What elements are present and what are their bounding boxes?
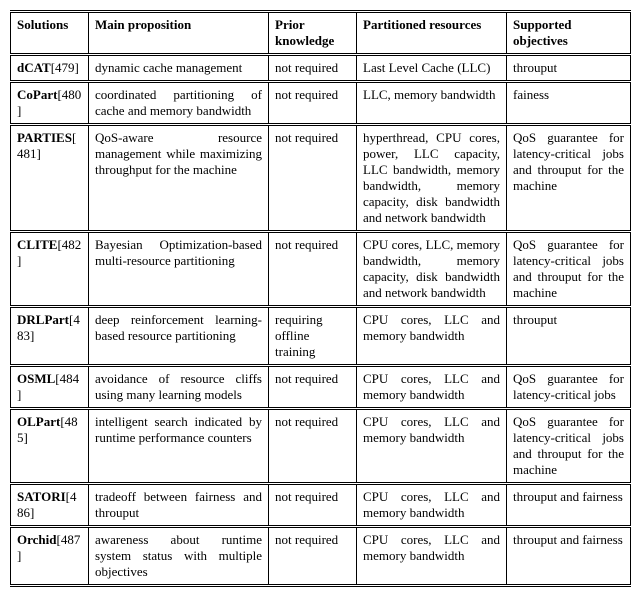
solution-name: CoPart bbox=[17, 87, 57, 102]
cell-obj: QoS guarantee for latency-critical jobs … bbox=[507, 125, 631, 232]
table-row: CLITE[482]Bayesian Optimization-based mu… bbox=[11, 232, 631, 307]
solution-name: OLPart bbox=[17, 414, 60, 429]
cell-main: deep reinforcement learning-based resour… bbox=[89, 307, 269, 366]
cell-prior: not required bbox=[269, 409, 357, 484]
cell-solution: PARTIES[481] bbox=[11, 125, 89, 232]
cell-part: CPU cores, LLC and memory bandwidth bbox=[357, 527, 507, 586]
cell-solution: OLPart[485] bbox=[11, 409, 89, 484]
cell-prior: not required bbox=[269, 82, 357, 125]
cell-obj: fainess bbox=[507, 82, 631, 125]
cell-solution: SATORI[486] bbox=[11, 484, 89, 527]
cell-prior: requiring offline training bbox=[269, 307, 357, 366]
cell-main: dynamic cache management bbox=[89, 55, 269, 82]
solution-name: SATORI bbox=[17, 489, 66, 504]
cell-main: tradeoff between fairness and throuput bbox=[89, 484, 269, 527]
col-header-prior: Prior knowledge bbox=[269, 12, 357, 55]
cell-part: CPU cores, LLC and memory bandwidth bbox=[357, 366, 507, 409]
table-row: OSML[484]avoidance of resource cliffs us… bbox=[11, 366, 631, 409]
cell-obj: QoS guarantee for latency-critical jobs … bbox=[507, 232, 631, 307]
col-header-main: Main proposition bbox=[89, 12, 269, 55]
table-row: CoPart[480]coordinated partitioning of c… bbox=[11, 82, 631, 125]
table-row: dCAT[479]dynamic cache managementnot req… bbox=[11, 55, 631, 82]
cell-main: QoS-aware resource management while maxi… bbox=[89, 125, 269, 232]
cell-obj: throuput bbox=[507, 55, 631, 82]
cell-prior: not required bbox=[269, 55, 357, 82]
cell-solution: dCAT[479] bbox=[11, 55, 89, 82]
cell-solution: CLITE[482] bbox=[11, 232, 89, 307]
table-row: PARTIES[481]QoS-aware resource managemen… bbox=[11, 125, 631, 232]
cell-main: Bayesian Optimization-based multi-resour… bbox=[89, 232, 269, 307]
cell-solution: DRLPart[483] bbox=[11, 307, 89, 366]
col-header-obj: Supported objectives bbox=[507, 12, 631, 55]
cell-main: awareness about runtime system status wi… bbox=[89, 527, 269, 586]
cell-obj: throuput and fairness bbox=[507, 527, 631, 586]
solution-name: dCAT bbox=[17, 60, 51, 75]
cell-obj: QoS guarantee for latency-critical jobs bbox=[507, 366, 631, 409]
solution-name: OSML bbox=[17, 371, 55, 386]
table-row: OLPart[485]intelligent search indicated … bbox=[11, 409, 631, 484]
cell-part: CPU cores, LLC and memory bandwidth bbox=[357, 484, 507, 527]
solution-name: Orchid bbox=[17, 532, 57, 547]
table-row: SATORI[486]tradeoff between fairness and… bbox=[11, 484, 631, 527]
cell-part: CPU cores, LLC and memory bandwidth bbox=[357, 409, 507, 484]
cell-main: intelligent search indicated by runtime … bbox=[89, 409, 269, 484]
cell-solution: OSML[484] bbox=[11, 366, 89, 409]
solution-name: DRLPart bbox=[17, 312, 69, 327]
header-row: Solutions Main proposition Prior knowled… bbox=[11, 12, 631, 55]
solution-name: PARTIES bbox=[17, 130, 72, 145]
cell-prior: not required bbox=[269, 527, 357, 586]
cell-part: CPU cores, LLC, memory bandwidth, memory… bbox=[357, 232, 507, 307]
cell-obj: throuput bbox=[507, 307, 631, 366]
col-header-solutions: Solutions bbox=[11, 12, 89, 55]
cell-prior: not required bbox=[269, 484, 357, 527]
cell-part: Last Level Cache (LLC) bbox=[357, 55, 507, 82]
table-row: Orchid[487]awareness about runtime syste… bbox=[11, 527, 631, 586]
cell-prior: not required bbox=[269, 125, 357, 232]
cell-solution: Orchid[487] bbox=[11, 527, 89, 586]
solution-name: CLITE bbox=[17, 237, 57, 252]
cell-prior: not required bbox=[269, 232, 357, 307]
table-body: dCAT[479]dynamic cache managementnot req… bbox=[11, 55, 631, 586]
cell-main: coordinated partitioning of cache and me… bbox=[89, 82, 269, 125]
col-header-part: Partitioned resources bbox=[357, 12, 507, 55]
cell-part: CPU cores, LLC and memory bandwidth bbox=[357, 307, 507, 366]
cell-part: hyperthread, CPU cores, power, LLC capac… bbox=[357, 125, 507, 232]
cell-main: avoidance of resource cliffs using many … bbox=[89, 366, 269, 409]
table-row: DRLPart[483]deep reinforcement learning-… bbox=[11, 307, 631, 366]
cell-obj: throuput and fairness bbox=[507, 484, 631, 527]
comparison-table: Solutions Main proposition Prior knowled… bbox=[10, 10, 631, 587]
cell-prior: not required bbox=[269, 366, 357, 409]
cell-obj: QoS guarantee for latency-critical jobs … bbox=[507, 409, 631, 484]
cell-part: LLC, memory bandwidth bbox=[357, 82, 507, 125]
solution-citation: [479] bbox=[51, 60, 79, 75]
cell-solution: CoPart[480] bbox=[11, 82, 89, 125]
